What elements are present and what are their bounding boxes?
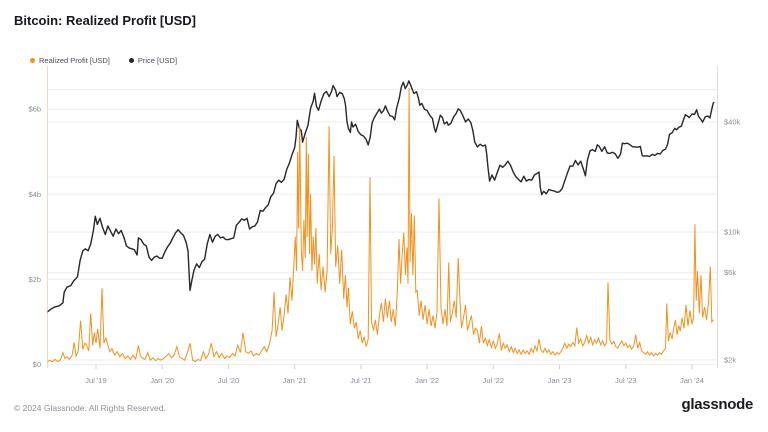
x-tick-label: Jan '20 — [150, 376, 174, 385]
glassnode-logo[interactable]: glassnode — [681, 396, 754, 413]
legend-item-price[interactable]: Price [USD] — [128, 56, 178, 65]
x-tick-label: Jul '19 — [85, 376, 106, 385]
right-axis-tick-label: $2k — [724, 356, 736, 365]
x-tick-label: Jan '21 — [283, 376, 307, 385]
copyright-text: © 2024 Glassnode. All Rights Reserved. — [14, 403, 166, 413]
right-axis-tick-label: $40k — [724, 117, 741, 126]
legend-label-realized-profit: Realized Profit [USD] — [39, 56, 110, 65]
x-tick-label: Jul '20 — [218, 376, 239, 385]
x-tick-label: Jul '23 — [615, 376, 636, 385]
legend: Realized Profit [USD] Price [USD] — [30, 56, 177, 65]
right-axis-tick-label: $10k — [724, 228, 741, 237]
x-tick-label: Jan '24 — [680, 376, 704, 385]
page-title: Bitcoin: Realized Profit [USD] — [14, 13, 197, 28]
left-axis-tick-label: $2b — [28, 275, 41, 284]
x-tick-label: Jul '21 — [350, 376, 371, 385]
legend-item-realized-profit[interactable]: Realized Profit [USD] — [30, 56, 110, 65]
legend-label-price: Price [USD] — [137, 56, 178, 65]
x-tick-label: Jan '22 — [415, 376, 439, 385]
x-tick-label: Jul '22 — [483, 376, 504, 385]
price-series-line — [47, 80, 715, 313]
realized-profit-series-line — [47, 87, 714, 363]
left-axis-tick-label: $4b — [28, 190, 41, 199]
right-axis-tick-label: $6k — [724, 268, 736, 277]
price-legend-dot-icon — [128, 58, 134, 63]
left-axis-tick-label: $0 — [33, 360, 41, 369]
left-axis-tick-label: $6b — [28, 105, 41, 114]
realized-profit-legend-dot-icon — [30, 58, 35, 63]
x-tick-label: Jan '23 — [548, 376, 572, 385]
